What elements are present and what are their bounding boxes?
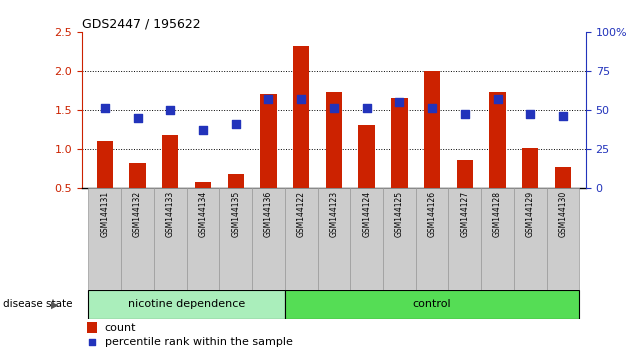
Text: control: control [413, 299, 451, 309]
Bar [383, 188, 416, 290]
Text: GSM144126: GSM144126 [428, 191, 437, 237]
Bar [457, 160, 473, 188]
Bar [481, 188, 514, 290]
Bar [219, 188, 252, 290]
Bar [350, 188, 383, 290]
Point [198, 127, 208, 133]
Text: ▶: ▶ [51, 299, 59, 309]
Bar [391, 98, 408, 188]
Text: GSM144132: GSM144132 [133, 191, 142, 237]
Point [263, 96, 273, 102]
Bar [416, 188, 449, 290]
Text: GSM144131: GSM144131 [100, 191, 110, 237]
Bar [490, 92, 506, 188]
Bar [358, 125, 375, 188]
Bar [87, 322, 97, 333]
Text: GSM144128: GSM144128 [493, 191, 502, 237]
Point [100, 105, 110, 111]
Bar [88, 188, 121, 290]
Point [558, 113, 568, 119]
Bar [514, 188, 547, 290]
Text: disease state: disease state [3, 299, 72, 309]
Bar [154, 188, 186, 290]
Bar [547, 188, 580, 290]
Text: GSM144122: GSM144122 [297, 191, 306, 237]
Bar [449, 188, 481, 290]
Text: GSM144130: GSM144130 [558, 191, 568, 237]
Text: GSM144127: GSM144127 [461, 191, 469, 237]
Point [460, 112, 470, 117]
Point [132, 115, 142, 120]
Point [394, 99, 404, 105]
Bar [162, 136, 178, 188]
Point [165, 107, 175, 113]
Text: GSM144135: GSM144135 [231, 191, 240, 237]
Point [87, 340, 97, 346]
Bar [129, 163, 146, 188]
Text: GSM144123: GSM144123 [329, 191, 338, 237]
Text: GDS2447 / 195622: GDS2447 / 195622 [82, 18, 200, 31]
Point [329, 105, 339, 111]
Bar [424, 71, 440, 188]
Bar [227, 173, 244, 188]
Text: count: count [105, 322, 136, 332]
Text: GSM144133: GSM144133 [166, 191, 175, 237]
Bar [555, 167, 571, 188]
Text: GSM144124: GSM144124 [362, 191, 371, 237]
Text: GSM144129: GSM144129 [526, 191, 535, 237]
Bar [252, 188, 285, 290]
Text: GSM144136: GSM144136 [264, 191, 273, 237]
Point [362, 105, 372, 111]
Bar [522, 148, 539, 188]
Text: GSM144134: GSM144134 [198, 191, 207, 237]
Bar [195, 182, 211, 188]
Bar [260, 94, 277, 188]
Point [493, 96, 503, 102]
Bar [318, 188, 350, 290]
Bar [326, 92, 342, 188]
Bar [96, 141, 113, 188]
Bar [293, 46, 309, 188]
Point [296, 96, 306, 102]
Point [231, 121, 241, 127]
Point [525, 112, 536, 117]
Bar [121, 188, 154, 290]
Point [427, 105, 437, 111]
Bar [186, 188, 219, 290]
Bar [285, 290, 580, 319]
Bar [285, 188, 318, 290]
Text: GSM144125: GSM144125 [395, 191, 404, 237]
Bar [88, 290, 285, 319]
Text: percentile rank within the sample: percentile rank within the sample [105, 337, 292, 348]
Text: nicotine dependence: nicotine dependence [128, 299, 245, 309]
